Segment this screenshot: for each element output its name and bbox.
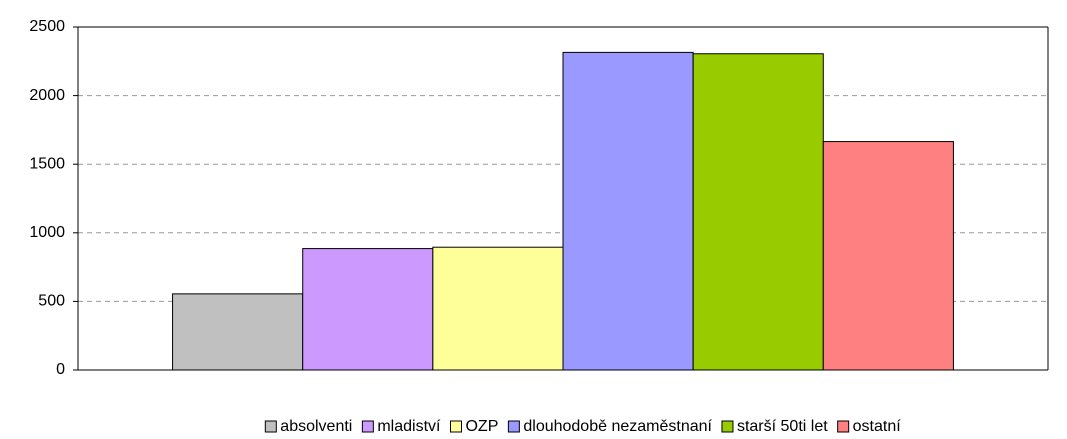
legend-marker [264, 420, 277, 433]
legend-label: absolventi [280, 418, 352, 435]
legend-marker [507, 420, 520, 433]
bar [172, 293, 304, 371]
bar [432, 246, 564, 371]
legend-label: starší 50ti let [737, 418, 828, 435]
y-tick-label: 1000 [29, 224, 65, 241]
legend-label: OZP [465, 418, 498, 435]
legend-label: mladiství [377, 418, 441, 435]
y-tick-label: 2500 [29, 18, 65, 35]
legend-marker [449, 420, 462, 433]
y-tick-label: 500 [38, 293, 65, 310]
bar [822, 141, 954, 371]
legend-marker [837, 420, 850, 433]
bar [302, 248, 434, 371]
y-tick-label: 2000 [29, 87, 65, 104]
y-tick-label: 1500 [29, 155, 65, 172]
bar [562, 51, 694, 371]
legend-label: dlouhodobě nezaměstnaní [523, 418, 712, 435]
legend-label: ostatní [853, 418, 902, 435]
y-tick-label: 0 [56, 361, 65, 378]
bar [692, 53, 824, 371]
legend-marker [361, 420, 374, 433]
legend-marker [721, 420, 734, 433]
